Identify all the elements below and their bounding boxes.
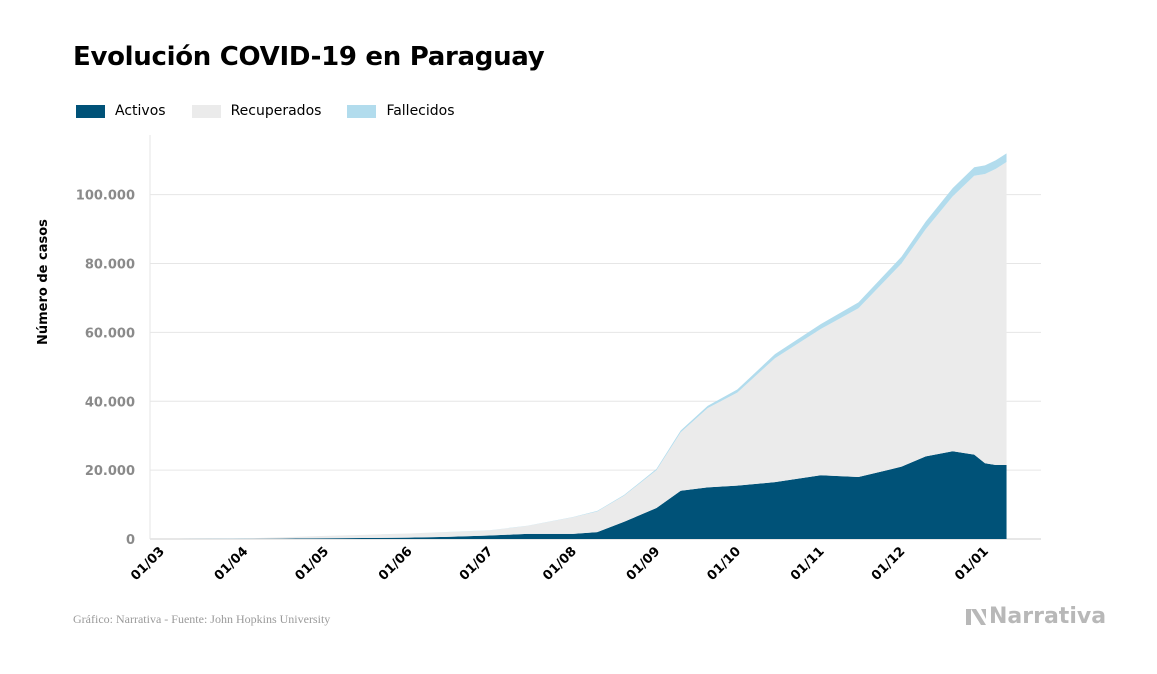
x-tick-labels: 01/03 01/04 01/05 01/06 01/07 01/08 01/09 01/10…: [128, 544, 992, 584]
legend-swatch: [347, 104, 377, 118]
chart-title: Evolución COVID-19 en Paraguay: [73, 42, 545, 72]
x-tick-label: 01/06: [376, 544, 416, 584]
legend-swatch: [76, 104, 105, 118]
legend-label: Activos: [115, 103, 166, 119]
brand-logo: Narrativa: [965, 604, 1106, 629]
x-tick-label: 01/01: [952, 544, 992, 584]
legend-item-activos: Activos: [76, 103, 166, 119]
legend: Activos Recuperados Fallecidos: [76, 103, 481, 119]
y-tick-label: 100.000: [76, 189, 135, 204]
x-tick-label: 01/04: [212, 544, 252, 584]
x-tick-label: 01/12: [869, 544, 909, 584]
x-tick-label: 01/07: [457, 544, 497, 584]
y-tick-label: 60.000: [85, 326, 135, 341]
narrativa-logo-icon: [966, 608, 986, 625]
legend-item-fallecidos: Fallecidos: [347, 103, 455, 119]
legend-label: Recuperados: [230, 103, 322, 119]
x-tick-label: 01/11: [788, 544, 828, 584]
y-tick-label: 40.000: [85, 395, 135, 410]
legend-label: Fallecidos: [386, 103, 455, 119]
y-tick-label: 20.000: [85, 464, 135, 479]
y-tick-labels: 0 20.000 40.000 60.000 80.000 100.000: [76, 189, 135, 548]
area-recuperados: [177, 161, 1007, 539]
brand-name: Narrativa: [989, 604, 1107, 629]
legend-item-recuperados: Recuperados: [191, 103, 322, 119]
y-tick-label: 0: [126, 533, 135, 548]
source-note: Gráfico: Narrativa - Fuente: John Hopkin…: [73, 612, 331, 626]
area-activos: [177, 451, 1007, 539]
legend-swatch: [191, 104, 221, 118]
x-tick-label: 01/08: [540, 544, 580, 584]
x-tick-label: 01/09: [624, 544, 664, 584]
x-tick-label: 01/03: [128, 544, 168, 584]
stacked-areas: [177, 153, 1007, 539]
x-tick-label: 01/05: [293, 544, 333, 584]
x-tick-label: 01/10: [705, 544, 745, 584]
y-tick-label: 80.000: [85, 258, 135, 273]
